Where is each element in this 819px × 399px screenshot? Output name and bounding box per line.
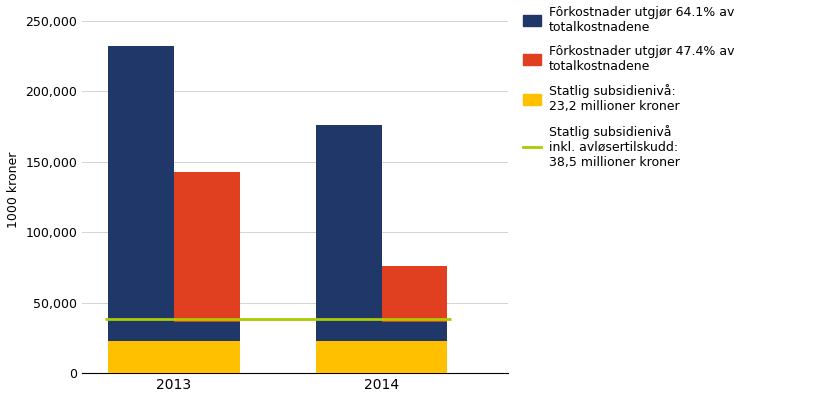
- Legend: Fôrkostnader utgjør 64.1% av
totalkostnadene, Fôrkostnader utgjør 47.4% av
total: Fôrkostnader utgjør 64.1% av totalkostna…: [523, 6, 735, 168]
- Bar: [316, 340, 382, 373]
- Bar: [108, 46, 174, 322]
- Bar: [174, 322, 240, 340]
- Bar: [382, 322, 447, 340]
- Bar: [174, 172, 240, 322]
- Bar: [316, 125, 382, 322]
- Bar: [316, 322, 382, 340]
- Bar: [108, 322, 174, 340]
- Bar: [382, 340, 447, 373]
- Bar: [174, 340, 240, 373]
- Bar: [108, 340, 174, 373]
- Y-axis label: 1000 kroner: 1000 kroner: [7, 152, 20, 228]
- Bar: [382, 266, 447, 322]
